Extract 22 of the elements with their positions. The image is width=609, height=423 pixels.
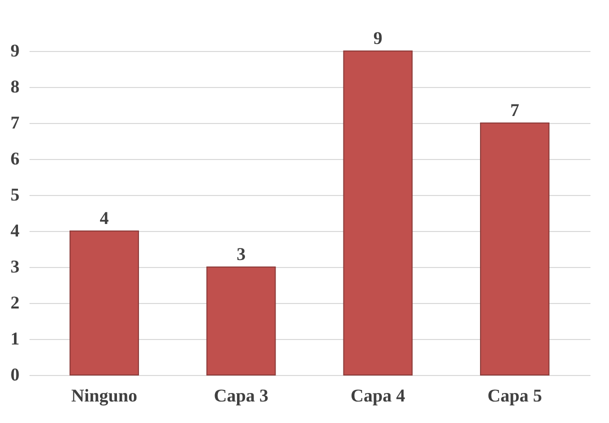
y-tick-label: 5 [10, 184, 20, 204]
y-tick-label: 3 [10, 256, 20, 276]
y-tick-label: 4 [10, 220, 20, 240]
x-tick-label: Capa 4 [350, 386, 406, 406]
y-tick-label: 6 [10, 148, 20, 168]
y-tick-label: 1 [10, 328, 20, 348]
data-label: 3 [236, 244, 246, 264]
y-tick-label: 2 [10, 292, 20, 312]
bar [70, 230, 139, 376]
data-label: 4 [100, 208, 109, 228]
y-tick-label: 0 [10, 364, 20, 384]
y-tick-label: 7 [10, 112, 20, 132]
x-tick-label: Capa 3 [214, 386, 268, 406]
bar [206, 266, 276, 376]
x-tick-label: Ninguno [71, 386, 138, 406]
y-tick-label: 8 [10, 76, 20, 96]
y-tick-label: 9 [10, 40, 20, 60]
data-label: 7 [510, 100, 520, 120]
x-tick-label: Capa 5 [487, 386, 542, 406]
bar [480, 122, 550, 376]
bar [343, 50, 413, 376]
data-label: 9 [373, 28, 382, 48]
